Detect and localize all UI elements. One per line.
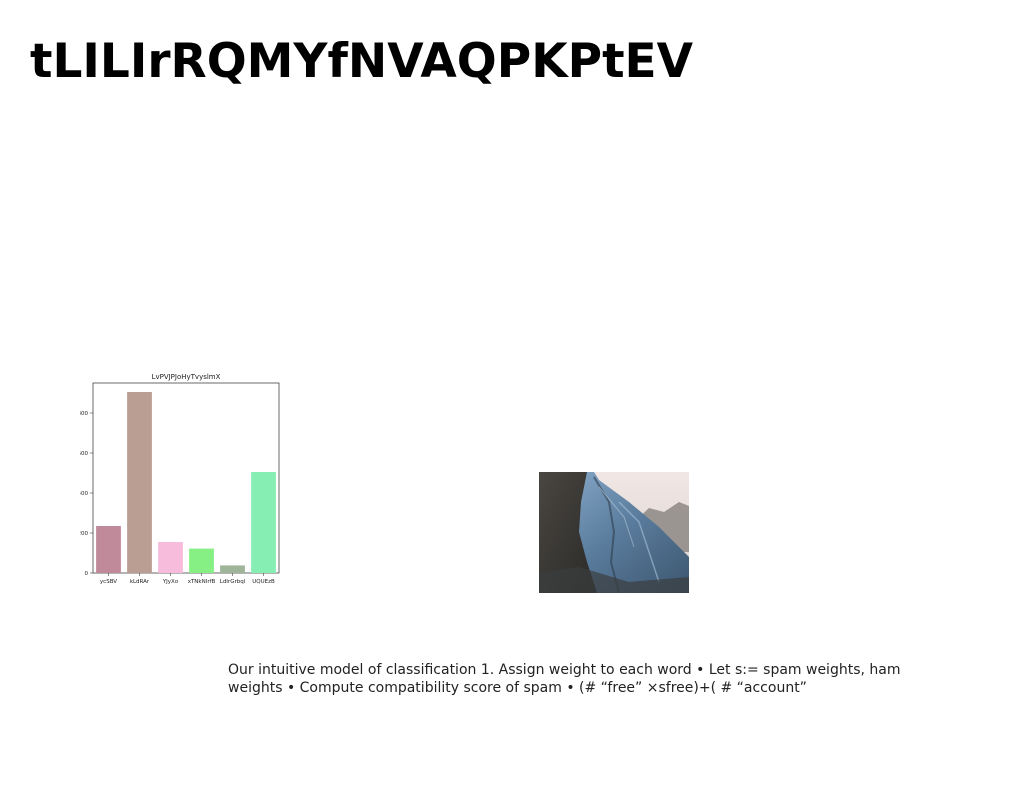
x-tick-label: xTNkNIrfB: [188, 579, 216, 585]
y-tick-label: 800: [80, 411, 88, 417]
bar-chart: LvPVJPJoHyTvyslmX 0 200 400 600 800 ycSBV kLdR…: [80, 373, 280, 585]
y-tick-label: 0: [85, 571, 89, 577]
bar: [158, 542, 183, 573]
y-tick-label: 400: [80, 491, 88, 497]
chart-frame: [92, 382, 280, 574]
slide-title: tLILIrRQMYfNVAQPKPtEV: [30, 34, 694, 89]
x-tick-label: UQUEzB: [252, 579, 275, 585]
mountain-image: [539, 472, 689, 593]
chart-title: LvPVJPJoHyTvyslmX: [152, 373, 221, 381]
bar: [127, 392, 152, 573]
x-tick-label: ycSBV: [100, 579, 117, 585]
bar-chart-figure: LvPVJPJoHyTvyslmX 0 200 400 600 800 ycSBV kLdR…: [80, 366, 290, 592]
x-tick-label: kLdRAr: [130, 579, 150, 585]
bar: [96, 526, 121, 573]
slide-caption: Our intuitive model of classification 1.…: [228, 662, 901, 696]
y-tick-label: 600: [80, 451, 88, 457]
x-tick-label: YJyXo: [162, 579, 179, 585]
bar: [220, 565, 245, 573]
bar: [189, 548, 214, 573]
mountain-photo: [539, 472, 689, 593]
x-tick-label: LdIrGrbql: [220, 579, 246, 585]
y-tick-label: 200: [80, 531, 88, 537]
bar: [251, 472, 276, 573]
